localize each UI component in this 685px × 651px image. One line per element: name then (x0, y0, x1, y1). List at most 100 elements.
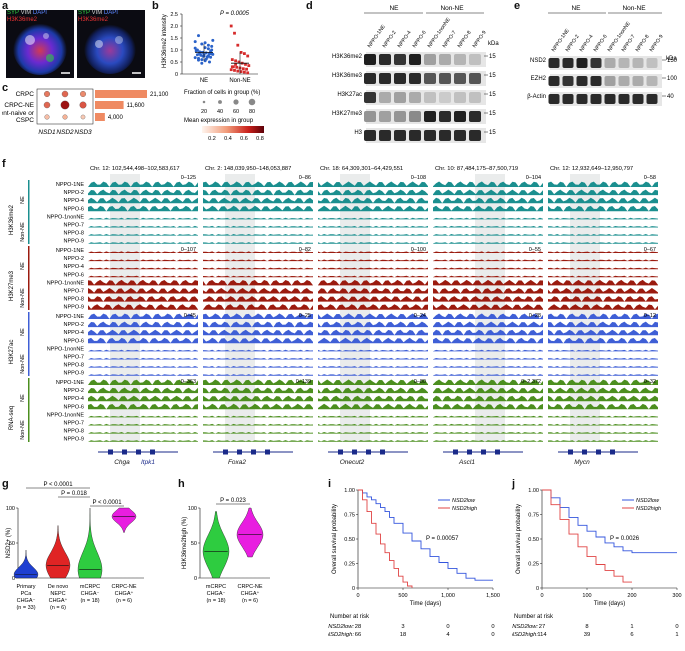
d-band (394, 92, 406, 103)
group-label-nonne: Non-NE (20, 354, 26, 374)
g-ytick-label: 0 (12, 576, 15, 582)
d-band (394, 111, 406, 122)
track-signal (88, 395, 198, 402)
tracks-f: Chr. 12: 102,544,498–102,583,617 Chr. 2: … (9, 166, 658, 466)
i-risk-value: 0 (446, 624, 449, 630)
c-bubble (44, 91, 50, 97)
track-label: RNA-seq (9, 406, 15, 430)
track-signal (433, 432, 543, 434)
track-signal (433, 366, 543, 368)
g-xlabel: CRPC-NE (111, 584, 136, 590)
h-ytick-label: 100 (188, 506, 197, 512)
i-risk-label: NSD2high: (328, 632, 354, 638)
track-signal (433, 329, 543, 336)
track-range: 0–104 (526, 175, 541, 181)
track-signal (433, 337, 543, 344)
track-range: 0–55 (529, 247, 541, 253)
track-signal (88, 217, 198, 220)
track-signal (318, 349, 428, 352)
g-pvalue: P < 0.0001 (92, 500, 122, 506)
b-point-ne (210, 52, 214, 56)
track-sample-label: NPPO-9 (64, 305, 84, 311)
track-sample-label: NPPO-2 (64, 322, 84, 328)
track-signal (548, 189, 658, 196)
gene-exon (596, 449, 601, 455)
panel-d-letter: d (306, 0, 313, 12)
d-band (379, 92, 391, 103)
c-color-tick-3: 0.8 (256, 136, 264, 142)
track-signal (318, 440, 428, 442)
i-pvalue: P = 0.00057 (426, 536, 459, 542)
d-band (379, 54, 391, 65)
track-color-bar (28, 246, 30, 310)
e-band (618, 58, 630, 68)
track-signal (203, 379, 313, 385)
d-band (409, 130, 421, 141)
j-risk-label: NSD2high: (512, 632, 538, 638)
d-band (469, 111, 481, 122)
track-signal (433, 415, 543, 418)
i-xlabel: Time (days) (410, 601, 441, 607)
i-xtick-label: 1,000 (441, 593, 455, 599)
track-signal (88, 251, 198, 253)
b-point-nonne (243, 70, 246, 74)
track-signal (433, 197, 543, 204)
track-signal (548, 225, 658, 228)
d-row-label: H3K36me3 (332, 73, 363, 79)
track-range: 0–363 (181, 379, 196, 385)
track-signal (88, 379, 198, 385)
track-signal (318, 275, 428, 278)
b-point-nonne (239, 51, 243, 54)
c-bubble (60, 100, 70, 110)
track-sample-label: NPPO-8 (64, 297, 84, 303)
d-lane-label: NPPO-9 (472, 30, 488, 49)
track-signal (203, 267, 313, 270)
b-point-nonne (230, 65, 234, 69)
gene-exon (495, 449, 500, 455)
track-signal (548, 432, 658, 434)
b-point-ne (209, 49, 213, 53)
gene-name: Itpk1 (141, 459, 155, 466)
c-row-label-2a: Treatment-naive or (2, 110, 35, 117)
track-signal (203, 234, 313, 236)
track-signal (548, 242, 658, 244)
panel-h-letter: h (178, 478, 185, 490)
g-xlabel: CHGA⁻ (17, 598, 36, 604)
stain-dapi-label: DAPI (32, 10, 47, 16)
panel-a-letter: a (2, 0, 9, 12)
track-signal (203, 387, 313, 394)
c-row-label-1: CRPC-NE (4, 102, 34, 109)
c-col-label-2: NSD3 (74, 129, 92, 136)
j-xlabel: Time (days) (594, 601, 625, 607)
c-size-legend-title: Fraction of cells in group (%) (184, 90, 260, 96)
g-xlabel: (n = 6) (116, 598, 132, 604)
track-signal (203, 288, 313, 294)
b-ytick-label: 1.5 (170, 36, 178, 42)
track-signal (433, 304, 543, 310)
track-sample-label: NPPO-1nonNE (47, 412, 85, 418)
i-risk-value: 4 (446, 632, 450, 638)
d-band (409, 54, 421, 65)
c-size-legend-tick: 40 (217, 109, 223, 115)
e-band (632, 76, 644, 86)
b-point-ne (200, 61, 204, 65)
b-point-ne (203, 41, 207, 45)
panel-c-letter: c (2, 82, 9, 94)
stain-vim-label-right: VIM (91, 10, 103, 16)
track-signal (203, 423, 313, 426)
stain-vim-label: VIM (20, 10, 32, 16)
d-band (394, 54, 406, 65)
b-point-ne (200, 42, 204, 46)
micrograph-left-image (13, 21, 70, 75)
h-xlabel: CHGA⁻ (207, 591, 226, 597)
track-signal (203, 242, 313, 244)
b-point-ne (193, 56, 197, 60)
b-ytick-label: 2.0 (170, 24, 178, 30)
d-lane-label: NPPO-2 (382, 30, 398, 49)
track-signal (433, 225, 543, 228)
b-point-ne (210, 44, 214, 48)
i-ylabel: Overall survival probability (332, 504, 338, 574)
track-range: 0–139 (296, 379, 311, 385)
gene-exon (568, 449, 573, 455)
track-signal (548, 349, 658, 352)
